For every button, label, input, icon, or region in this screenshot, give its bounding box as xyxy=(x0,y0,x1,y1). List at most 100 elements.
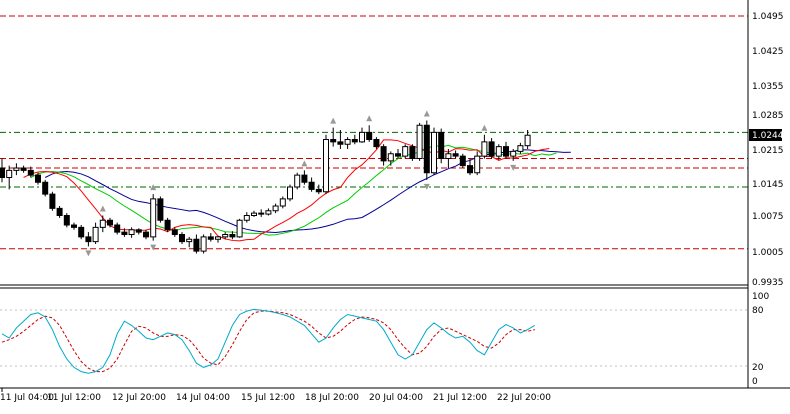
fractal-down-icon xyxy=(85,250,92,257)
fractal-up-icon xyxy=(99,205,106,212)
candle-body xyxy=(200,236,207,252)
candle xyxy=(107,217,113,228)
stoch-label: 0 xyxy=(752,377,758,387)
candlesticks xyxy=(0,120,531,254)
price-panel[interactable] xyxy=(0,15,748,257)
candle-body xyxy=(128,229,135,235)
candle-body xyxy=(157,198,164,221)
candle-body xyxy=(503,146,509,157)
fractal-markers xyxy=(85,110,517,257)
stochastic-main-line xyxy=(1,308,536,374)
fractal-up-icon xyxy=(423,110,430,117)
candle-body xyxy=(467,165,473,174)
candle xyxy=(445,149,452,168)
candle-body xyxy=(6,169,13,178)
fractal-up-icon xyxy=(366,115,373,122)
ma-medium-line xyxy=(30,144,557,236)
price-label: 1.0005 xyxy=(752,248,784,258)
candle xyxy=(409,144,416,161)
candle-body xyxy=(150,198,157,238)
candle xyxy=(164,217,171,233)
candle-body xyxy=(395,153,401,157)
candle-body xyxy=(85,236,92,243)
stochastic-panel[interactable] xyxy=(0,308,748,374)
candle-body xyxy=(171,229,178,235)
candle-body xyxy=(179,234,185,243)
time-axis[interactable]: 11 Jul 04:00 11 Jul 12:00 12 Jul 20:00 1… xyxy=(0,388,551,403)
candle xyxy=(13,163,20,176)
candle xyxy=(35,172,41,185)
ma-fast-line xyxy=(23,139,550,242)
candle xyxy=(265,208,272,216)
candle xyxy=(301,170,308,185)
candle xyxy=(78,225,85,240)
candle xyxy=(243,212,250,223)
time-label: 22 Jul 20:00 xyxy=(497,393,551,403)
time-label: 18 Jul 20:00 xyxy=(305,393,359,403)
candle-body xyxy=(409,146,416,159)
candle xyxy=(416,122,423,161)
price-axis[interactable]: 1.0495 1.0425 1.0355 1.0285 1.0215 1.014… xyxy=(749,12,784,288)
fractal-up-icon xyxy=(301,160,308,167)
candle-body xyxy=(251,212,257,216)
candle xyxy=(351,134,358,145)
candle-body xyxy=(315,188,322,193)
current-price-tag xyxy=(749,129,782,141)
candle-body xyxy=(510,150,517,157)
candle-body xyxy=(99,219,106,228)
candle-body xyxy=(359,131,365,143)
candle-body xyxy=(294,174,301,188)
candle xyxy=(20,165,27,173)
fractal-down-icon xyxy=(423,183,430,190)
candle xyxy=(143,229,149,240)
candle xyxy=(128,227,135,238)
candle-body xyxy=(380,146,387,162)
candle-body xyxy=(243,215,250,221)
candle-body xyxy=(193,238,200,252)
candle xyxy=(71,222,77,230)
time-label: 15 Jul 12:00 xyxy=(241,393,295,403)
stoch-label: 100 xyxy=(752,292,769,302)
candle-body xyxy=(330,139,337,143)
candle-body xyxy=(63,215,70,226)
candle-body xyxy=(272,205,279,212)
candle-body xyxy=(488,141,495,157)
fractal-up-icon xyxy=(481,124,488,131)
candle xyxy=(272,203,279,214)
candle xyxy=(215,235,221,243)
candle-body xyxy=(337,141,344,145)
candle-body xyxy=(135,229,142,233)
candle xyxy=(42,179,49,197)
candle xyxy=(0,158,5,183)
price-label: 1.0075 xyxy=(752,212,784,222)
candle xyxy=(373,137,380,149)
candle-body xyxy=(35,174,41,183)
candle xyxy=(510,149,517,161)
candle-body xyxy=(308,181,315,190)
candle-body xyxy=(215,236,221,240)
fractal-down-icon xyxy=(510,164,517,171)
candle-body xyxy=(279,198,286,207)
candle-body xyxy=(495,146,502,157)
candle xyxy=(503,141,509,159)
fractal-down-icon xyxy=(150,244,157,251)
candle-body xyxy=(445,153,452,159)
candle xyxy=(359,127,365,143)
candle xyxy=(49,191,56,211)
candle xyxy=(99,215,106,233)
candle xyxy=(121,228,128,237)
candle xyxy=(344,137,351,149)
candle-body xyxy=(229,234,236,238)
candle-body xyxy=(387,153,394,162)
candle-body xyxy=(56,207,63,216)
candle-body xyxy=(13,167,20,171)
candle xyxy=(423,120,430,180)
candle xyxy=(279,196,286,209)
candle xyxy=(380,144,387,166)
candle-body xyxy=(351,139,358,143)
candle-body xyxy=(416,124,423,159)
candle xyxy=(402,144,409,159)
price-label: 1.0495 xyxy=(752,12,784,22)
current-price-label: 1.0244 xyxy=(752,131,784,141)
